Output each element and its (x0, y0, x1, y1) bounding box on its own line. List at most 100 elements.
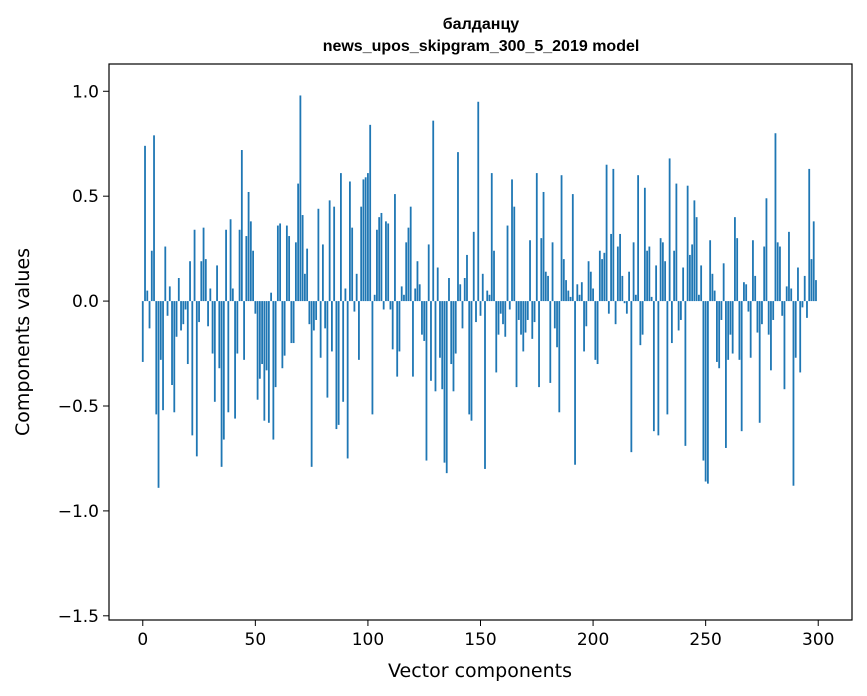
bar-157 (495, 301, 498, 373)
bar-4 (150, 250, 153, 302)
bar-198 (587, 261, 590, 302)
bar-124 (421, 301, 423, 335)
bar-286 (785, 286, 788, 302)
bar-154 (488, 294, 491, 302)
bar-137 (450, 301, 453, 365)
bar-226 (650, 296, 653, 302)
bar-290 (794, 301, 797, 358)
bar-159 (499, 301, 502, 314)
x-tick-label: 0 (137, 630, 148, 650)
bar-3 (148, 301, 151, 329)
bar-104 (376, 229, 378, 302)
bar-155 (490, 173, 493, 302)
bar-152 (484, 301, 486, 469)
bar-11 (166, 301, 169, 316)
bar-113 (396, 301, 399, 377)
bar-255 (716, 301, 718, 362)
bar-178 (542, 191, 545, 302)
bar-130 (434, 301, 437, 392)
bar-2 (146, 290, 149, 302)
bar-241 (684, 301, 687, 446)
bar-270 (749, 301, 752, 358)
bar-161 (504, 301, 507, 337)
bar-223 (643, 187, 646, 302)
bar-268 (745, 284, 748, 302)
bar-164 (511, 179, 513, 302)
bar-181 (549, 301, 552, 383)
bar-294 (803, 275, 806, 302)
bar-282 (776, 242, 779, 302)
bar-70 (299, 95, 302, 302)
bar-85 (333, 206, 336, 302)
bar-60 (276, 225, 279, 302)
bar-23 (193, 229, 196, 302)
bar-28 (204, 259, 207, 302)
bar-259 (725, 301, 727, 448)
bar-156 (493, 250, 495, 302)
bar-292 (799, 301, 802, 373)
bar-94 (353, 301, 356, 312)
bar-53 (261, 301, 263, 365)
bar-37 (225, 229, 227, 302)
bar-52 (258, 301, 261, 379)
y-tick-label: −1.0 (58, 502, 99, 522)
bar-147 (472, 231, 475, 302)
bar-110 (389, 301, 392, 310)
bar-183 (553, 301, 556, 329)
bar-128 (430, 301, 432, 381)
bar-38 (227, 301, 230, 413)
bar-289 (792, 301, 795, 486)
bar-122 (416, 261, 419, 302)
bar-79 (319, 301, 322, 358)
bar-99 (364, 177, 367, 302)
bar-108 (385, 221, 387, 302)
bar-39 (229, 219, 232, 302)
bar-298 (812, 221, 815, 302)
x-axis-label: Vector components (388, 660, 572, 682)
bar-262 (731, 301, 734, 354)
bar-76 (312, 301, 315, 331)
bar-24 (195, 301, 198, 457)
bar-81 (324, 301, 327, 329)
bar-191 (571, 194, 574, 302)
bar-188 (565, 280, 567, 302)
chart-title-line1: балданцу (443, 16, 520, 33)
bar-240 (682, 267, 685, 302)
bar-101 (369, 124, 372, 302)
bar-30 (209, 288, 212, 302)
bar-229 (657, 301, 660, 436)
bar-171 (526, 301, 529, 320)
bar-141 (459, 284, 462, 302)
bar-293 (801, 301, 804, 308)
bar-278 (767, 301, 770, 335)
bar-131 (436, 267, 439, 302)
bar-43 (238, 229, 241, 302)
bar-222 (641, 301, 644, 335)
bar-236 (673, 250, 676, 302)
bar-48 (249, 221, 252, 302)
bar-192 (574, 301, 576, 465)
bar-206 (605, 164, 608, 302)
bar-20 (186, 301, 189, 365)
bar-16 (177, 278, 180, 302)
bar-180 (547, 275, 549, 302)
bar-207 (607, 301, 610, 314)
bar-165 (513, 206, 516, 302)
bar-146 (470, 301, 473, 421)
bar-280 (772, 301, 775, 320)
bar-91 (346, 301, 349, 459)
bar-204 (601, 259, 603, 302)
bar-227 (652, 301, 655, 432)
bar-209 (612, 168, 615, 302)
chart-title-line2: news_upos_skipgram_300_5_2019 model (323, 38, 640, 55)
bar-32 (213, 301, 216, 402)
bar-243 (688, 254, 691, 302)
bar-42 (236, 301, 239, 354)
bar-126 (425, 301, 428, 461)
bar-77 (315, 301, 318, 320)
bar-230 (659, 238, 662, 302)
x-tick-label: 250 (689, 630, 721, 650)
bar-148 (475, 301, 477, 323)
axis-ticks: 0 50 100 150 200 250 300 1.0 0.5 0.0 −0.5 −1.0 −1.5 (58, 82, 835, 650)
bar-160 (502, 301, 504, 325)
